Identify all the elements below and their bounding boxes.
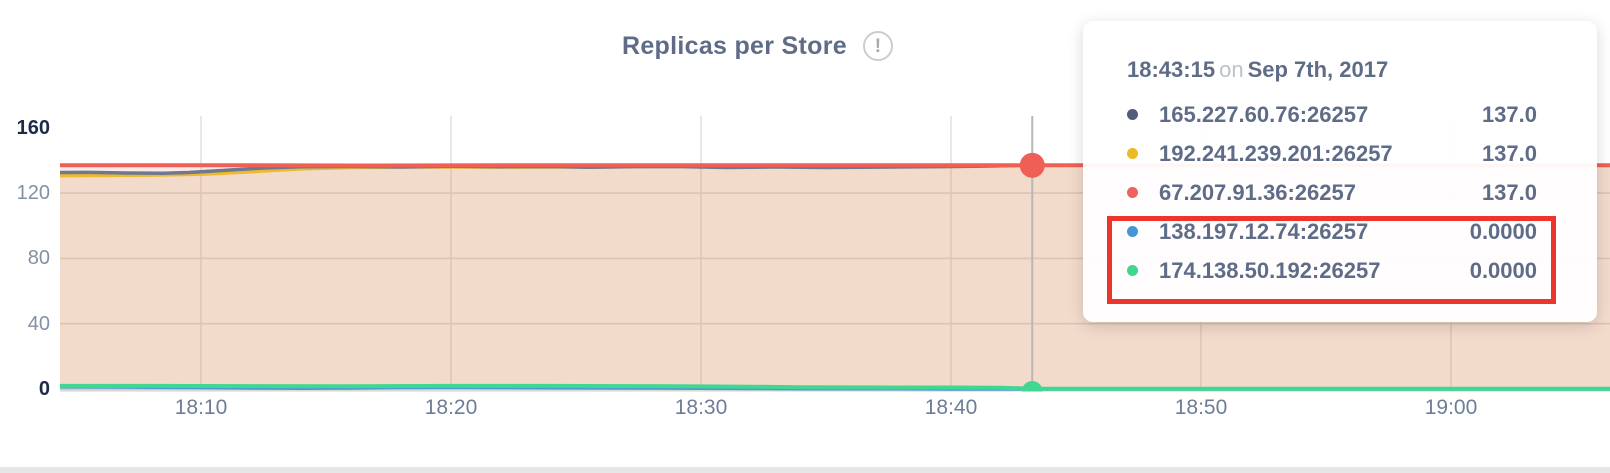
y-axis-tick-label: 0 xyxy=(38,378,50,400)
series-value: 137.0 xyxy=(1481,101,1537,127)
tooltip-row: 67.207.91.36:26257 137.0 xyxy=(1127,173,1537,212)
series-address-label: 192.241.239.201:26257 xyxy=(1159,140,1393,166)
tooltip-preposition: on xyxy=(1219,57,1244,82)
chart-header: Replicas per Store ! xyxy=(622,31,893,61)
series-address-label: 138.197.12.74:26257 xyxy=(1159,218,1369,244)
series-dot-icon xyxy=(1127,226,1138,237)
hover-dot-green xyxy=(1021,381,1043,392)
tooltip-series-list: 165.227.60.76:26257 137.0 192.241.239.201:… xyxy=(1127,95,1537,290)
x-axis-tick-label: 18:50 xyxy=(1174,396,1228,419)
info-icon[interactable]: ! xyxy=(862,31,893,61)
hover-tooltip: 18:43:15 on Sep 7th, 2017 165.227.60.76:26… xyxy=(1083,21,1597,322)
series-value: 137.0 xyxy=(1481,179,1537,205)
tooltip-time: 18:43:15 xyxy=(1127,57,1216,82)
y-axis-tick-label: 160 xyxy=(16,116,50,139)
series-line xyxy=(60,383,1610,391)
hover-dot-red xyxy=(1019,152,1045,178)
tooltip-row: 192.241.239.201:26257 137.0 xyxy=(1127,134,1537,173)
series-dot-icon xyxy=(1127,109,1138,120)
series-value: 137.0 xyxy=(1481,140,1537,166)
section-divider xyxy=(0,467,1610,473)
chart-title: Replicas per Store xyxy=(622,32,847,60)
tooltip-row: 138.197.12.74:26257 0.0000 xyxy=(1127,212,1537,251)
x-axis-tick-label: 18:40 xyxy=(924,396,978,419)
series-value: 0.0000 xyxy=(1469,257,1537,283)
series-address-label: 174.138.50.192:26257 xyxy=(1159,257,1381,283)
series-address-label: 165.227.60.76:26257 xyxy=(1159,101,1369,127)
x-axis-tick-label: 18:30 xyxy=(674,396,728,419)
tooltip-row: 165.227.60.76:26257 137.0 xyxy=(1127,95,1537,134)
y-axis-tick-label: 120 xyxy=(16,182,50,205)
x-axis-tick-label: 18:10 xyxy=(174,396,228,419)
x-axis-tick-label: 18:20 xyxy=(424,396,478,419)
tooltip-date: Sep 7th, 2017 xyxy=(1247,57,1389,82)
tooltip-timestamp: 18:43:15 on Sep 7th, 2017 xyxy=(1127,55,1537,85)
series-dot-icon xyxy=(1127,187,1138,198)
y-axis-tick-label: 40 xyxy=(27,312,50,335)
series-value: 0.0000 xyxy=(1469,218,1537,244)
series-dot-icon xyxy=(1127,148,1138,159)
y-axis-tick-label: 80 xyxy=(27,247,50,270)
annotation-highlight-box xyxy=(1107,216,1556,304)
series-dot-icon xyxy=(1127,265,1138,276)
series-address-label: 67.207.91.36:26257 xyxy=(1159,179,1356,205)
tooltip-row: 174.138.50.192:26257 0.0000 xyxy=(1127,251,1537,290)
x-axis-tick-label: 19:00 xyxy=(1424,396,1478,419)
